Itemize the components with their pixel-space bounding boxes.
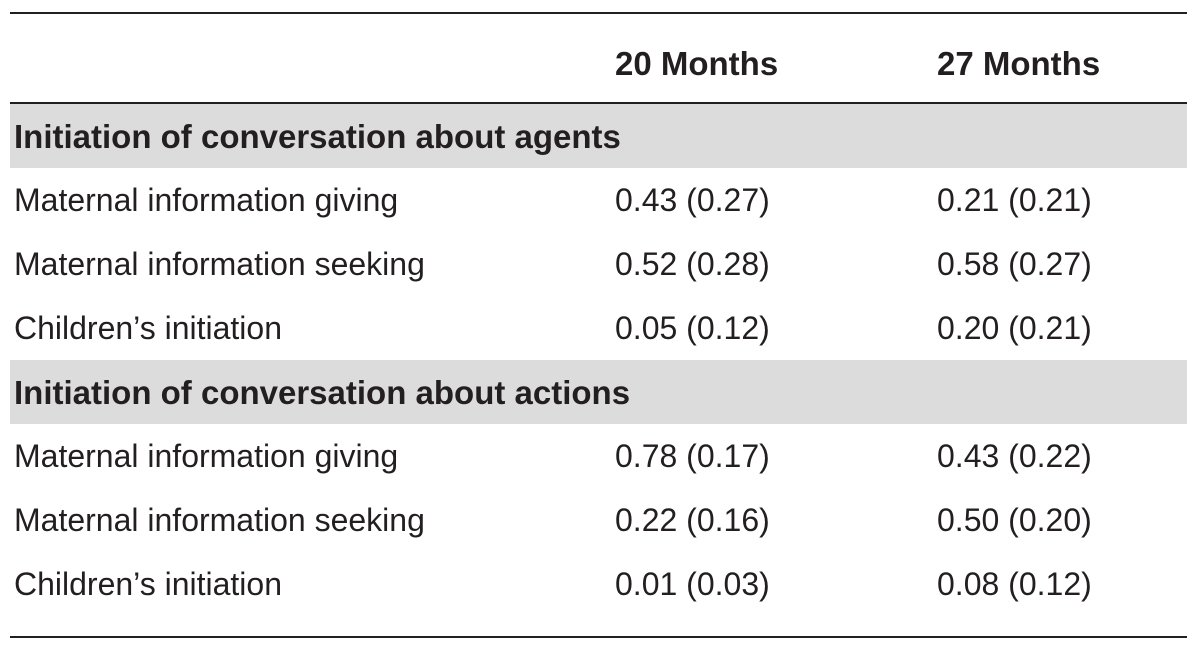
table-row: Maternal information seeking 0.52 (0.28)… (10, 232, 1187, 296)
table-row: Children’s initiation 0.01 (0.03) 0.08 (… (10, 552, 1187, 616)
bottom-spacer (10, 616, 1187, 636)
cell-27-months: 0.58 (0.27) (937, 246, 1092, 282)
data-table: 20 Months 27 Months Initiation of conver… (10, 12, 1187, 638)
bottom-rule (10, 636, 1187, 638)
table-row: Maternal information giving 0.78 (0.17) … (10, 424, 1187, 488)
cell-20-months: 0.52 (0.28) (615, 246, 770, 282)
row-label: Maternal information giving (14, 438, 399, 474)
section-title: Initiation of conversation about agents (14, 118, 621, 155)
cell-27-months: 0.43 (0.22) (937, 438, 1092, 474)
cell-27-months: 0.20 (0.21) (937, 310, 1092, 346)
cell-20-months: 0.01 (0.03) (615, 566, 770, 602)
row-label: Maternal information seeking (14, 502, 425, 538)
table-row: Children’s initiation 0.05 (0.12) 0.20 (… (10, 296, 1187, 360)
header-20-months: 20 Months (615, 45, 779, 82)
section-header-agents: Initiation of conversation about agents (10, 104, 1187, 168)
section-title: Initiation of conversation about actions (14, 374, 631, 411)
table-row: Maternal information seeking 0.22 (0.16)… (10, 488, 1187, 552)
header-rule (10, 102, 1187, 104)
section-header-actions: Initiation of conversation about actions (10, 360, 1187, 424)
cell-20-months: 0.78 (0.17) (615, 438, 770, 474)
header-27-months: 27 Months (937, 45, 1101, 82)
row-label: Children’s initiation (14, 566, 282, 602)
table-row: Maternal information giving 0.43 (0.27) … (10, 168, 1187, 232)
row-label: Children’s initiation (14, 310, 282, 346)
cell-20-months: 0.05 (0.12) (615, 310, 770, 346)
top-rule (10, 12, 1187, 14)
cell-27-months: 0.21 (0.21) (937, 182, 1092, 218)
row-label: Maternal information seeking (14, 246, 425, 282)
cell-20-months: 0.22 (0.16) (615, 502, 770, 538)
cell-27-months: 0.50 (0.20) (937, 502, 1092, 538)
row-label: Maternal information giving (14, 182, 399, 218)
header-row: 20 Months 27 Months (10, 14, 1187, 102)
cell-27-months: 0.08 (0.12) (937, 566, 1092, 602)
cell-20-months: 0.43 (0.27) (615, 182, 770, 218)
